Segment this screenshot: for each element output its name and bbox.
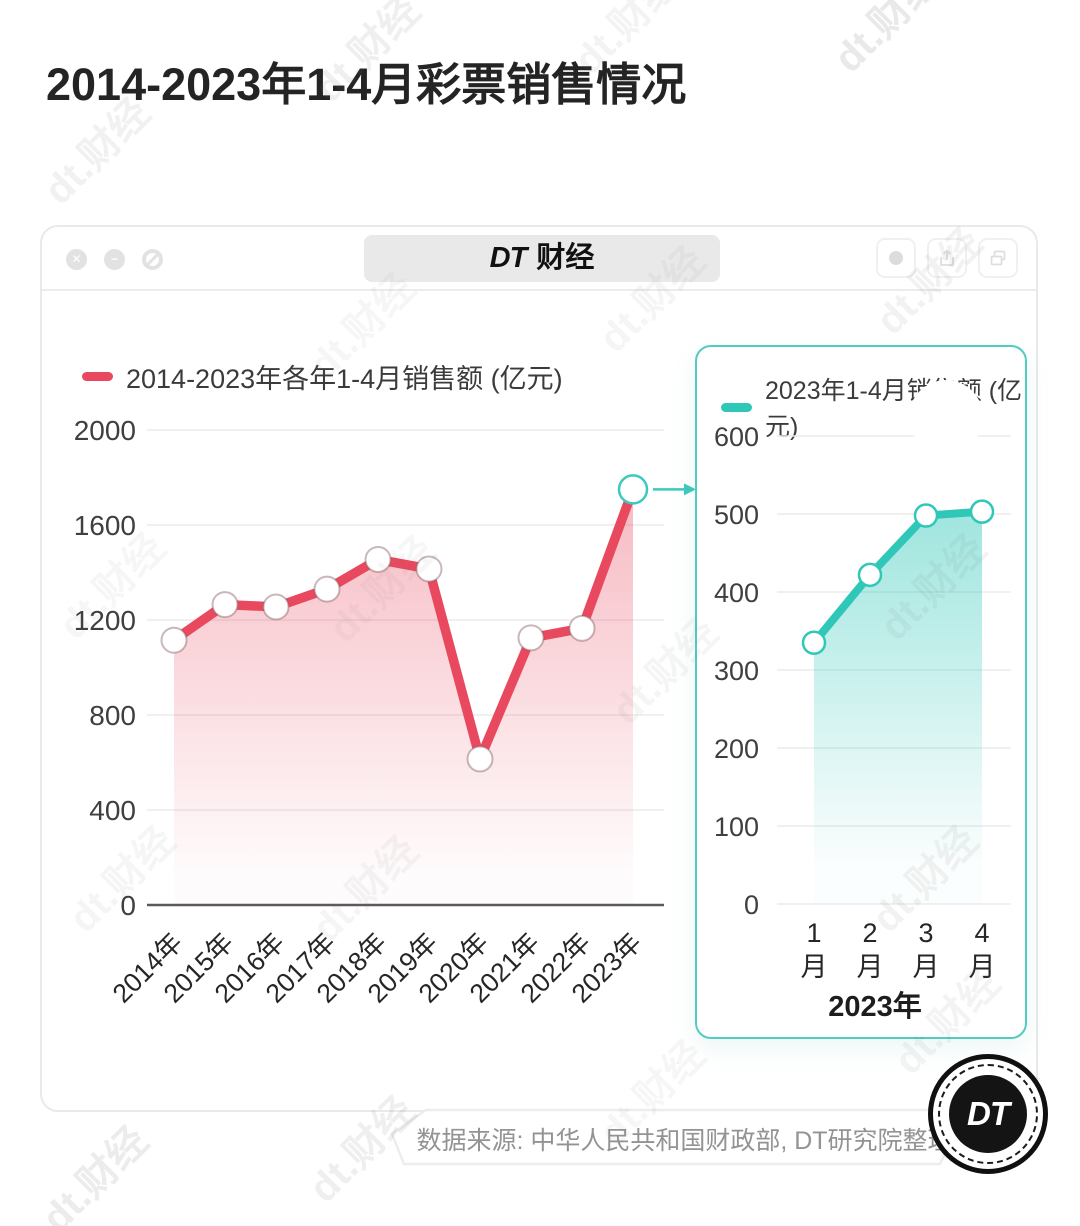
data-point-marker [857,562,883,588]
data-point-marker [617,474,649,505]
y-tick-label: 400 [89,795,136,826]
record-icon [889,251,903,265]
y-tick-label: 400 [714,578,759,608]
legend-marker-teal [721,402,752,412]
area-fill [174,489,633,905]
main-chart-legend: 2014-2023年各年1-4月销售额 (亿元) [82,357,563,396]
tab-suffix-label: 财经 [536,242,595,274]
y-tick-label: 300 [714,656,759,686]
y-tick-label: 0 [744,890,759,920]
x-tick-label: 4 [974,918,989,948]
x-tick-label: 月 [857,952,884,982]
main-chart: 20001600120080040002014年2015年2016年2017年2… [74,415,696,1009]
y-tick-label: 600 [714,422,759,452]
watermark: dt.财经 [34,1118,157,1226]
y-tick-label: 200 [714,734,759,764]
legend-marker-red [82,372,113,381]
data-point-marker [568,614,596,642]
y-tick-label: 800 [89,700,136,731]
data-point-marker [211,591,239,619]
series-line [169,484,638,764]
data-point-marker [969,499,995,524]
data-source: 数据来源: 中华人民共和国财政部, DT研究院整理 [416,1127,953,1155]
area-fill [814,511,982,904]
y-tick-label: 2000 [74,415,136,446]
y-tick-label: 0 [120,890,136,921]
data-point-marker [160,626,188,654]
dt-logo: DT [928,1054,1048,1174]
record-button[interactable] [876,238,916,278]
x-tick-label: 2 [862,918,877,948]
x-tick-label: 月 [969,952,996,982]
titlebar-buttons [876,238,1018,278]
inset-panel: 2023年1-4月销售额 (亿元) 600 500 400 300 200 100 0 1 月 2… [695,345,1027,1039]
data-point-marker [517,624,545,652]
copy-windows-icon [990,250,1006,266]
browser-titlebar: ✕ − DT 财经 [42,227,1036,291]
data-point-marker [801,630,827,655]
block-icon[interactable] [142,249,163,270]
browser-tab[interactable]: DT 财经 [364,235,720,282]
window-controls: ✕ − [66,249,163,270]
data-point-marker [913,503,939,528]
data-point-marker [466,745,494,773]
share-button[interactable] [927,238,967,278]
legend-label: 2014-2023年各年1-4月销售额 (亿元) [126,364,563,394]
source-banner: 数据来源: 中华人民共和国财政部, DT研究院整理 [388,1106,973,1170]
inset-x-axis-title: 2023年 [828,991,922,1023]
x-tick-label: 3 [918,918,933,948]
connector-arrowhead [684,483,696,496]
data-point-marker [313,575,341,603]
tab-brand-label: DT [489,242,528,274]
x-tick-label: 月 [913,952,940,982]
inset-chart: 600 500 400 300 200 100 0 1 月 2 月 3 月 4 月 [714,422,1011,982]
data-point-marker [415,555,443,583]
page-title: 2014-2023年1-4月彩票销售情况 [46,59,687,110]
data-point-marker [364,545,392,573]
dt-logo-text: DT [949,1075,1027,1153]
y-tick-label: 1200 [74,605,136,636]
white-blob-decoration [909,380,983,454]
minimize-icon[interactable]: − [104,249,125,270]
dt-logo-dotted-ring [938,1064,1038,1164]
data-point-marker [262,593,290,621]
close-icon[interactable]: ✕ [66,249,87,270]
share-upload-icon [940,249,954,266]
y-tick-label: 100 [714,812,759,842]
windows-button[interactable] [978,238,1018,278]
browser-window: ✕ − DT 财经 [40,225,1038,1112]
x-tick-label: 月 [801,952,828,982]
series-line [810,507,986,647]
banner-outline [390,1108,968,1166]
watermark: dt.财经 [826,0,949,81]
y-tick-label: 1600 [74,510,136,541]
x-tick-label: 1 [806,918,821,948]
y-tick-label: 500 [714,500,759,530]
